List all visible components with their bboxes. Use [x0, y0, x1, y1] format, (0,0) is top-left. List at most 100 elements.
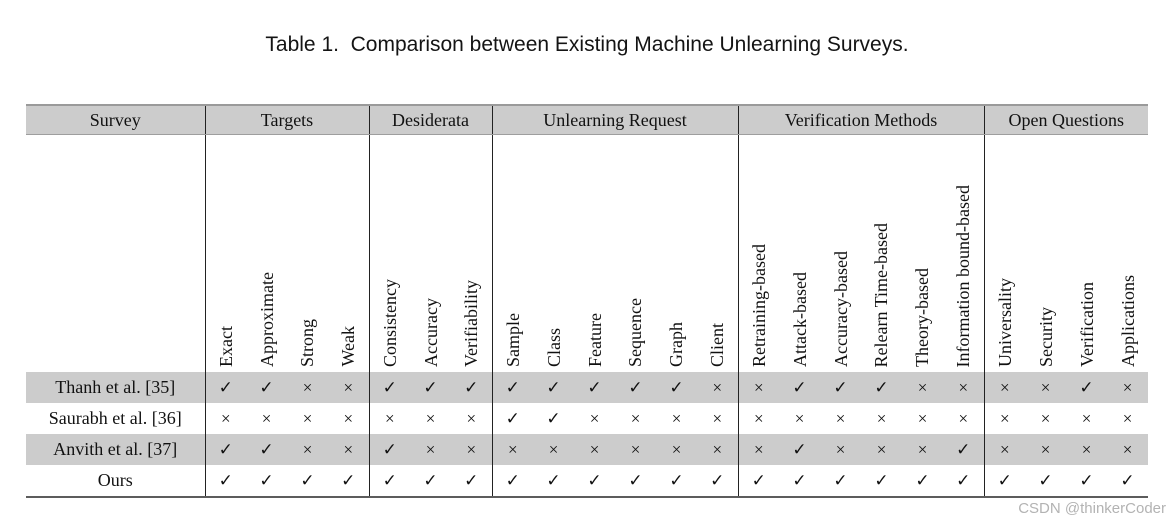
group-label-band: Consistency Accuracy Verifiability [368, 134, 492, 372]
mark-cell: ✓ [943, 434, 984, 465]
mark-cell: ✓ [533, 465, 574, 498]
mark-cell: × [697, 372, 738, 403]
mark-cell: ✓ [737, 465, 779, 498]
mark-cell: ✓ [246, 434, 287, 465]
mark-cell: × [712, 408, 723, 428]
column-label: Applications [1117, 275, 1138, 367]
column-label: Feature [584, 313, 605, 367]
mark-cell: ✓ [204, 372, 246, 403]
mark-cell: ✓ [861, 465, 902, 498]
group-label-band: Universality Security Verification Applicat… [983, 134, 1148, 372]
column-label: Security [1035, 307, 1056, 367]
mark-cell: ✓ [1066, 465, 1107, 498]
mark-cell: ✓ [861, 372, 902, 403]
mark-cell: × [835, 408, 846, 428]
mark-cell: × [261, 408, 272, 428]
mark-cell: ✓ [615, 465, 656, 498]
mark-cell: ✓ [656, 372, 697, 403]
survey-name: Ours [26, 465, 206, 498]
mark-cell: × [983, 403, 1025, 434]
mark-cell: × [737, 372, 779, 403]
mark-cell: × [656, 434, 697, 465]
mark-cell: ✓ [491, 465, 533, 498]
table-wrapper: Survey Targets Desiderata Unlearning Reques… [26, 104, 1148, 498]
mark-cell: ✓ [983, 465, 1025, 498]
column-label: Client [707, 323, 728, 367]
table-row: Saurabh et al. [36] × × × × × × × ✓ ✓ × × × × × × × × × × × ×… [26, 403, 1148, 434]
mark-cell: × [1122, 408, 1133, 428]
mark-cell: × [902, 372, 943, 403]
table-body: Thanh et al. [35] ✓ ✓ × × ✓ ✓ ✓ ✓ ✓ ✓ ✓ ✓ × × ✓ ✓ ✓ × × × × ✓ ×… [26, 372, 1148, 498]
mark-cell: × [204, 403, 246, 434]
mark-cell: ✓ [779, 434, 820, 465]
mark-cell: ✓ [491, 403, 533, 434]
survey-name: Saurabh et al. [36] [26, 403, 206, 434]
column-label: Exact [215, 326, 236, 367]
mark-cell: × [876, 408, 887, 428]
mark-cell: × [1025, 372, 1066, 403]
group-header-row: Survey Targets Desiderata Unlearning Reques… [26, 104, 1148, 135]
mark-cell: ✓ [204, 465, 246, 498]
survey-name: Thanh et al. [35] [26, 372, 206, 403]
mark-cell: × [343, 408, 354, 428]
group-header: Unlearning Request [491, 104, 738, 135]
mark-cell: ✓ [1066, 372, 1107, 403]
column-label: Graph [666, 322, 687, 367]
column-label: Information bound-based [953, 184, 974, 367]
column-label: Accuracy [420, 298, 441, 367]
mark-cell: ✓ [615, 372, 656, 403]
group-header: Open Questions [983, 104, 1148, 135]
column-label: Relearn Time-based [871, 222, 892, 367]
column-label-row: Exact Approximate Strong Weak Consistency Acc… [26, 134, 1148, 372]
mark-cell: × [368, 403, 410, 434]
column-label: Sample [502, 313, 523, 367]
table-row: Anvith et al. [37] ✓ ✓ × × ✓ × × × × × × × × × ✓ × × × ✓ × × ×… [26, 434, 1148, 465]
mark-cell: ✓ [410, 465, 451, 498]
mark-cell: × [491, 434, 533, 465]
mark-cell: × [902, 434, 943, 465]
group-header: Targets [204, 104, 369, 135]
column-label: Weak [338, 326, 359, 367]
mark-cell: × [1066, 434, 1107, 465]
mark-cell: × [794, 408, 805, 428]
mark-cell: ✓ [1107, 465, 1148, 498]
mark-cell: ✓ [533, 372, 574, 403]
mark-cell: × [820, 434, 861, 465]
group-label-band: Retraining-based Attack-based Accuracy-bas… [737, 134, 984, 372]
mark-cell: × [943, 372, 984, 403]
column-label: Universality [994, 278, 1015, 367]
mark-cell: × [917, 408, 928, 428]
table-caption: Table 1. Comparison between Existing Mac… [265, 33, 909, 56]
mark-cell: ✓ [656, 465, 697, 498]
mark-cell: ✓ [902, 465, 943, 498]
mark-cell: × [737, 434, 779, 465]
mark-cell: ✓ [410, 372, 451, 403]
mark-cell: × [1107, 434, 1148, 465]
mark-cell: × [630, 408, 641, 428]
mark-cell: ✓ [491, 372, 533, 403]
mark-cell: × [410, 434, 451, 465]
column-label: Class [543, 327, 564, 367]
column-label: Attack-based [789, 272, 810, 367]
mark-cell: ✓ [204, 434, 246, 465]
mark-cell: × [697, 434, 738, 465]
mark-cell: ✓ [546, 408, 561, 428]
mark-cell: × [287, 372, 328, 403]
column-label: Sequence [625, 298, 646, 367]
mark-cell: × [615, 434, 656, 465]
group-label-band: Exact Approximate Strong Weak [204, 134, 369, 372]
group-label-band: Sample Class Feature Sequence Graph Client [491, 134, 738, 372]
group-header: Desiderata [368, 104, 492, 135]
mark-cell: ✓ [451, 465, 492, 498]
mark-cell: ✓ [246, 465, 287, 498]
group-header: Verification Methods [737, 104, 984, 135]
mark-cell: × [425, 408, 436, 428]
mark-cell: ✓ [1025, 465, 1066, 498]
mark-cell: × [1081, 408, 1092, 428]
mark-cell: × [983, 372, 1025, 403]
mark-cell: × [533, 434, 574, 465]
mark-cell: × [1040, 408, 1051, 428]
mark-cell: ✓ [368, 434, 410, 465]
column-label: Theory-based [912, 268, 933, 367]
column-label: Verification [1076, 282, 1097, 367]
